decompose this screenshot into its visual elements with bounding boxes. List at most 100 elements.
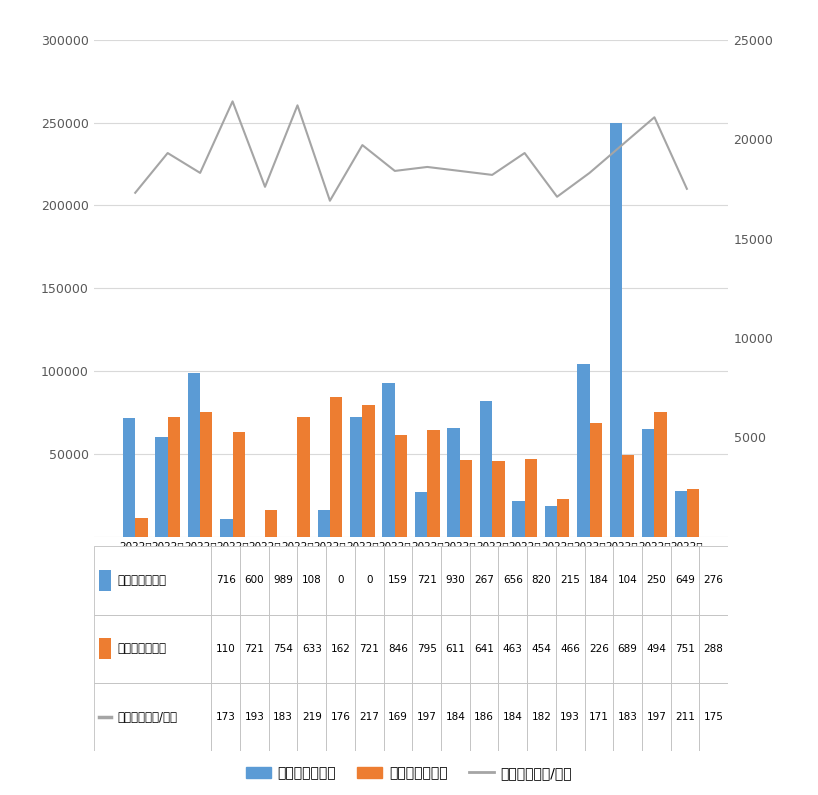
Text: 820: 820 (532, 576, 551, 585)
Text: 104: 104 (618, 576, 637, 585)
Bar (498, 546, 527, 615)
Text: 226: 226 (589, 644, 609, 653)
Bar (412, 546, 441, 615)
Text: 751: 751 (675, 644, 695, 653)
Text: 193: 193 (560, 712, 580, 722)
Bar (298, 417, 310, 537)
Bar (675, 491, 687, 537)
Bar (699, 546, 728, 615)
Text: 846: 846 (388, 644, 408, 653)
Bar (383, 382, 395, 537)
Bar (590, 422, 602, 537)
Bar (200, 412, 213, 537)
Text: 183: 183 (273, 712, 293, 722)
Bar (94, 683, 211, 751)
Bar (317, 510, 330, 537)
Bar (555, 546, 585, 615)
Text: 183: 183 (618, 712, 637, 722)
Bar (269, 546, 298, 615)
Bar (671, 683, 699, 751)
Bar (155, 437, 168, 537)
Text: 184: 184 (589, 576, 609, 585)
Bar (269, 683, 298, 751)
Bar (498, 615, 527, 683)
Bar (460, 460, 472, 537)
Bar (470, 546, 498, 615)
Bar (240, 546, 269, 615)
Bar (585, 683, 614, 751)
Bar (240, 683, 269, 751)
Bar (671, 615, 699, 683)
Bar (427, 430, 439, 537)
Bar (557, 499, 569, 537)
Text: 689: 689 (618, 644, 637, 653)
Text: 611: 611 (445, 644, 465, 653)
Bar (123, 418, 135, 537)
Text: 641: 641 (474, 644, 494, 653)
Text: 159: 159 (388, 576, 408, 585)
Bar (135, 518, 147, 537)
Bar (326, 615, 355, 683)
Bar (614, 546, 642, 615)
Bar (642, 546, 671, 615)
Bar (415, 492, 427, 537)
Bar (330, 397, 342, 537)
Bar (614, 615, 642, 683)
Text: 173: 173 (216, 712, 236, 722)
Text: 288: 288 (703, 644, 724, 653)
Bar (412, 615, 441, 683)
Bar (220, 519, 232, 537)
Bar (188, 373, 200, 537)
Text: 754: 754 (273, 644, 293, 653)
Bar (326, 683, 355, 751)
Text: 721: 721 (359, 644, 380, 653)
Text: 186: 186 (474, 712, 494, 722)
Bar (642, 615, 671, 683)
Bar (492, 461, 505, 537)
Bar (578, 364, 590, 537)
Text: 211: 211 (675, 712, 695, 722)
Bar (527, 683, 555, 751)
Text: 184: 184 (503, 712, 523, 722)
Bar (512, 501, 524, 537)
Text: 182: 182 (532, 712, 551, 722)
Bar (671, 546, 699, 615)
Bar (470, 683, 498, 751)
Bar (687, 489, 699, 537)
Bar (298, 683, 326, 751)
Bar (498, 683, 527, 751)
Text: 633: 633 (302, 644, 321, 653)
Text: 267: 267 (474, 576, 494, 585)
Bar (298, 615, 326, 683)
Bar (269, 615, 298, 683)
Bar (355, 683, 384, 751)
Bar (412, 683, 441, 751)
Bar (555, 615, 585, 683)
Bar (614, 683, 642, 751)
Bar (585, 546, 614, 615)
Text: 176: 176 (330, 712, 350, 722)
Bar (395, 436, 407, 537)
Bar (654, 413, 667, 537)
Bar (232, 432, 245, 537)
Bar (211, 615, 240, 683)
Bar (211, 546, 240, 615)
Bar (98, 638, 111, 659)
Bar (441, 546, 470, 615)
Text: 成交均价（元/㎡）: 成交均价（元/㎡） (118, 711, 178, 723)
Text: 494: 494 (646, 644, 666, 653)
Text: 656: 656 (503, 576, 523, 585)
Bar (441, 615, 470, 683)
Bar (642, 429, 654, 537)
Text: 600: 600 (245, 576, 264, 585)
Bar (168, 417, 180, 537)
Text: 795: 795 (416, 644, 437, 653)
Text: 250: 250 (646, 576, 666, 585)
Text: 276: 276 (703, 576, 724, 585)
Bar (298, 546, 326, 615)
Bar (545, 506, 557, 537)
Bar (699, 683, 728, 751)
Text: 110: 110 (216, 644, 236, 653)
Bar (384, 683, 412, 751)
Text: 171: 171 (589, 712, 609, 722)
